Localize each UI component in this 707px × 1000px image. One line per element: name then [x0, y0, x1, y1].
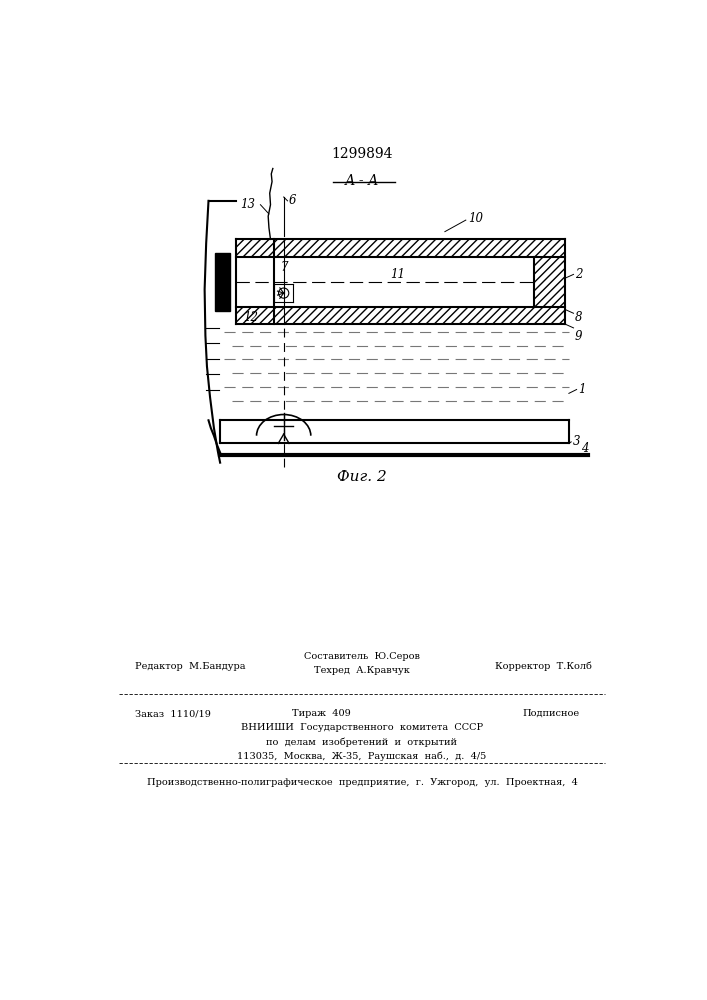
Text: 113035,  Москва,  Ж-35,  Раушская  наб.,  д.  4/5: 113035, Москва, Ж-35, Раушская наб., д. …: [238, 751, 486, 761]
Text: 9: 9: [575, 330, 583, 343]
Text: 3: 3: [573, 435, 580, 448]
Text: Техред  А.Кравчук: Техред А.Кравчук: [314, 666, 410, 675]
Text: 1299894: 1299894: [331, 147, 392, 161]
Text: ВНИИШИ  Государственного  комитета  СССР: ВНИИШИ Государственного комитета СССР: [241, 723, 483, 732]
Text: А - А: А - А: [345, 174, 379, 188]
Text: 1: 1: [578, 383, 585, 396]
Text: 4: 4: [581, 442, 589, 455]
Text: 8: 8: [575, 311, 583, 324]
Text: по  делам  изобретений  и  открытий: по делам изобретений и открытий: [267, 738, 457, 747]
Text: 12: 12: [243, 311, 258, 324]
Text: Производственно-полиграфическое  предприятие,  г.  Ужгород,  ул.  Проектная,  4: Производственно-полиграфическое предприя…: [146, 778, 578, 787]
Text: Корректор  Т.Колб: Корректор Т.Колб: [495, 662, 592, 671]
Text: 7: 7: [281, 261, 288, 274]
Text: 10: 10: [468, 212, 483, 225]
Text: 13: 13: [240, 198, 255, 211]
Bar: [235, 239, 274, 257]
Text: Редактор  М.Бандура: Редактор М.Бандура: [135, 662, 245, 671]
Text: 6: 6: [288, 194, 296, 207]
Bar: [235, 239, 565, 257]
Bar: [235, 307, 565, 324]
Text: 2: 2: [575, 268, 583, 281]
Bar: [534, 257, 565, 307]
Text: Фиг. 2: Фиг. 2: [337, 470, 387, 484]
Text: Составитель  Ю.Серов: Составитель Ю.Серов: [304, 652, 420, 661]
Bar: [235, 307, 274, 324]
Text: Подписное: Подписное: [522, 709, 580, 718]
Bar: [215, 253, 230, 311]
Text: Тираж  409: Тираж 409: [291, 709, 350, 718]
Text: Заказ  1110/19: Заказ 1110/19: [135, 709, 211, 718]
Text: 11: 11: [391, 268, 406, 281]
